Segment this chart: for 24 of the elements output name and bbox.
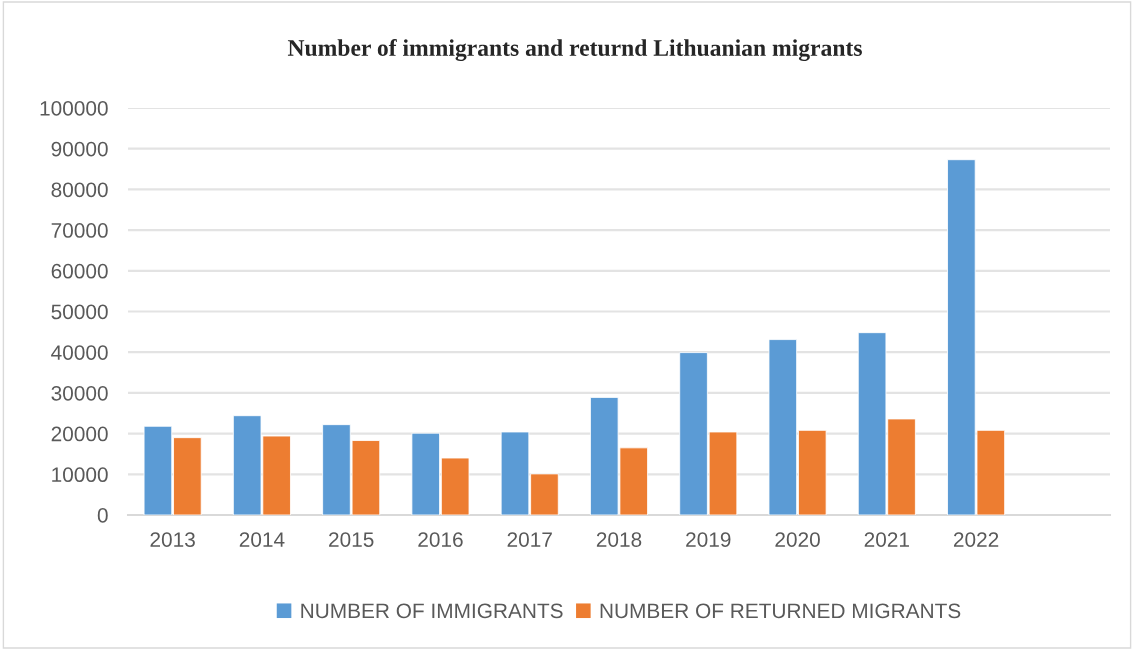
y-tick-label: 60000 (51, 263, 108, 279)
legend-label: NUMBER OF RETURNED MIGRANTS (600, 603, 961, 619)
y-tick-label: 70000 (51, 223, 108, 238)
x-tick-label: 2019 (686, 532, 731, 547)
x-tick-label: 2021 (864, 532, 909, 547)
x-tick-label: 2015 (329, 532, 374, 547)
y-tick-label: 100000 (40, 101, 108, 116)
x-tick-label: 2014 (239, 532, 285, 547)
y-tick-label: 90000 (51, 141, 108, 157)
y-tick-label: 0 (97, 508, 108, 523)
x-tick-label: 2017 (507, 532, 552, 547)
x-tick-label: 2018 (596, 532, 642, 547)
chart-title: Number of immigrants and returnd Lithuanian migrants (287, 39, 862, 61)
x-tick-label: 2013 (150, 532, 195, 547)
legend-label: NUMBER OF IMMIGRANTS (301, 603, 563, 619)
x-tick-label: 2022 (953, 532, 999, 547)
y-tick-label: 10000 (52, 467, 108, 483)
y-tick-label: 80000 (51, 182, 108, 198)
y-tick-label: 40000 (51, 345, 108, 360)
x-tick-label: 2020 (775, 532, 820, 547)
y-tick-label: 30000 (51, 385, 108, 401)
x-tick-label: 2016 (418, 532, 463, 547)
y-tick-label: 50000 (51, 304, 108, 320)
y-tick-label: 20000 (51, 426, 108, 442)
